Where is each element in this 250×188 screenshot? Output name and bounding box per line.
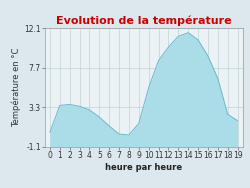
- Y-axis label: Température en °C: Température en °C: [12, 48, 22, 127]
- Title: Evolution de la température: Evolution de la température: [56, 16, 232, 26]
- X-axis label: heure par heure: heure par heure: [105, 163, 182, 172]
